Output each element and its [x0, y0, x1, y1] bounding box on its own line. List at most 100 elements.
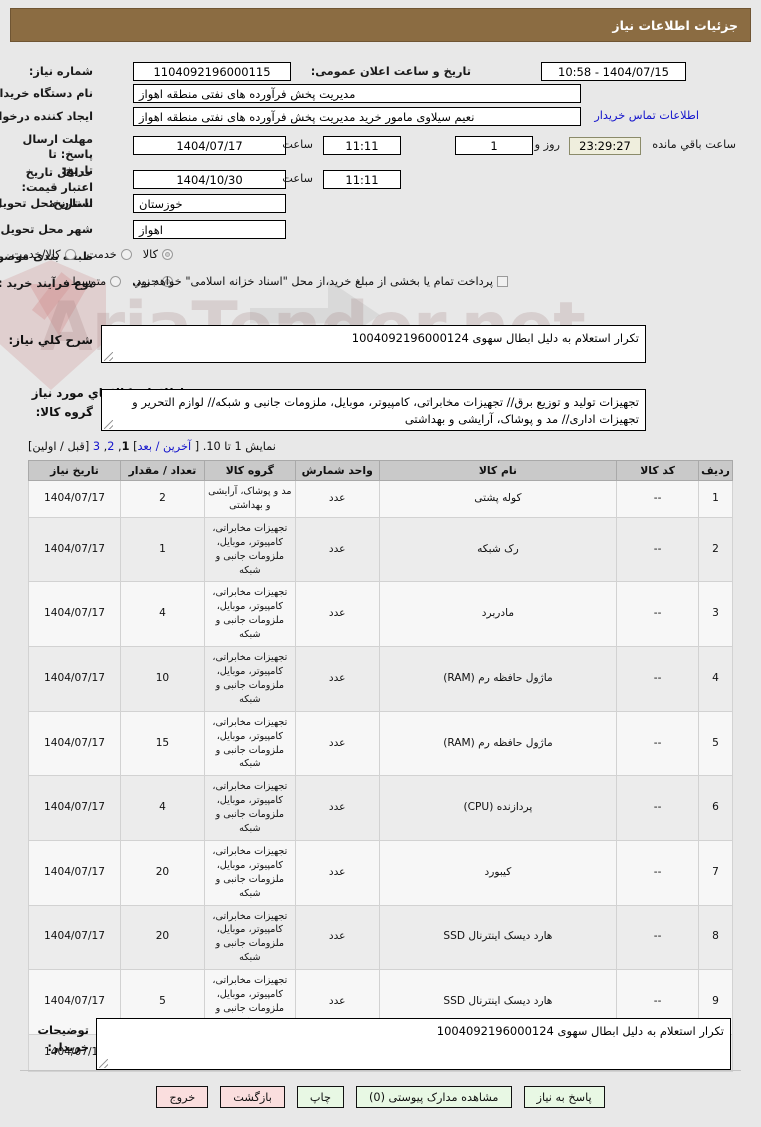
buyer-note-textarea[interactable]: تکرار استعلام به دلیل ابطال سهوی 1004092…: [96, 1018, 731, 1070]
goods-group-textarea[interactable]: تجهیزات تولید و توزیع برق// تجهیزات مخاب…: [101, 389, 646, 431]
cell-group: تجهیزات مخابراتی، کامپیوتر، موبایل، ملزو…: [203, 904, 296, 971]
view-attachments-button[interactable]: مشاهده مدارک پیوستی (0): [355, 1086, 512, 1108]
cell-qty: 20: [120, 839, 205, 906]
pagination-page-3[interactable]: 3: [92, 440, 101, 453]
radio-category-khedmat[interactable]: [120, 249, 132, 260]
validity-date-field[interactable]: 1404/10/30: [133, 170, 286, 189]
th-group: گروه کالا: [203, 460, 296, 481]
cell-name: ماژول حافظه رم (RAM): [378, 710, 618, 777]
th-code: کد کالا: [616, 460, 700, 481]
treasury-note-wrap: پرداخت تمام یا بخشی از مبلغ خرید،از محل …: [125, 275, 511, 288]
th-unit: واحد شمارش: [294, 460, 380, 481]
process-label-wrap: نوع فرآیند خرید :: [0, 276, 93, 291]
deadline-date-field[interactable]: 1404/07/17: [133, 136, 286, 155]
creator-label: ایجاد کننده درخواست:: [0, 110, 93, 123]
creator-label-wrap: ایجاد کننده درخواست:: [0, 109, 93, 124]
cell-index: 5: [698, 710, 733, 777]
radio-process-jozi[interactable]: [162, 276, 173, 287]
print-button[interactable]: چاپ: [296, 1086, 344, 1108]
radio-category-khedmat-label: خدمت: [86, 248, 117, 261]
cell-group: مد و پوشاک، آرایشی و بهداشتی: [203, 480, 296, 518]
city-label: شهر محل تحویل:: [0, 223, 93, 236]
description-textarea[interactable]: تکرار استعلام به دلیل ابطال سهوی 1004092…: [101, 325, 646, 363]
bracket-close-2: ]: [28, 440, 33, 453]
th-qty: تعداد / مقدار: [120, 460, 205, 481]
city-label-wrap: شهر محل تحویل:: [0, 222, 93, 237]
cell-index: 2: [698, 516, 733, 583]
goods-group-text: تجهیزات تولید و توزیع برق// تجهیزات مخاب…: [128, 395, 639, 427]
table-row: 5 -- ماژول حافظه رم (RAM) عدد تجهیزات مخابرا…: [28, 710, 733, 777]
treasury-checkbox[interactable]: [497, 276, 508, 287]
cell-code: --: [616, 516, 700, 583]
cell-unit: عدد: [294, 646, 380, 712]
table-row: 4 -- ماژول حافظه رم (RAM) عدد تجهیزات مخابرا…: [28, 646, 733, 712]
cell-group: تجهیزات مخابراتی، کامپیوتر، موبایل، ملزو…: [203, 646, 296, 712]
cell-qty: 10: [120, 646, 205, 712]
cell-name: پردازنده (CPU): [378, 775, 618, 841]
remaining-label: ساعت باقي مانده: [652, 138, 736, 151]
validity-time-field[interactable]: 11:11: [323, 170, 401, 189]
deadline-days-field[interactable]: 1: [455, 136, 533, 155]
exit-button[interactable]: خروج: [156, 1086, 209, 1108]
deadline-time-field[interactable]: 11:11: [323, 136, 401, 155]
respond-to-need-button[interactable]: پاسخ به نیاز: [523, 1086, 605, 1108]
cell-index: 6: [698, 775, 733, 841]
resize-grip-icon[interactable]: [104, 420, 113, 429]
radio-process-jozi-label: جزیي: [132, 275, 158, 288]
radio-process-motavaset-label: متوسط: [70, 275, 107, 288]
buyer-org-label-wrap: نام دستگاه خریدار:: [0, 86, 93, 101]
cell-date: 1404/07/17: [28, 775, 121, 841]
table-row: 6 -- پردازنده (CPU) عدد تجهیزات مخابراتی، کا…: [28, 775, 733, 841]
resize-grip-icon[interactable]: [99, 1059, 108, 1068]
buyer-contact-link[interactable]: اطلاعات تماس خریدار: [594, 109, 699, 122]
pagination-page-2[interactable]: 2: [107, 440, 115, 453]
days-label: روز و: [534, 138, 560, 151]
buyer-org-label: نام دستگاه خریدار:: [0, 87, 93, 100]
description-text: تکرار استعلام به دلیل ابطال سهوی 1004092…: [351, 331, 639, 345]
table-row: 7 -- کیبورد عدد تجهیزات مخابراتی، کامپیوتر، …: [28, 839, 733, 906]
cell-group: تجهیزات مخابراتی، کامپیوتر، موبایل، ملزو…: [203, 710, 296, 777]
buyer-note-label: توضیحات خریدار:: [37, 1023, 90, 1055]
cell-index: 7: [698, 839, 733, 906]
resize-grip-icon[interactable]: [104, 352, 113, 361]
cell-unit: عدد: [294, 775, 380, 841]
description-label: شرح کلي نیاز:: [8, 333, 93, 347]
cell-unit: عدد: [294, 839, 380, 906]
table-row: 8 -- هارد دیسک اینترنال SSD عدد تجهیزات مخاب…: [28, 904, 733, 971]
pagination-prev-first[interactable]: قبل / اولین: [32, 440, 85, 453]
buyer-org-field[interactable]: مدیریت پخش فرآورده های نفتی منطقه اهواز: [133, 84, 581, 103]
back-button[interactable]: بازگشت: [220, 1086, 285, 1108]
deadline-label: مهلت ارسال پاسخ: تا تاریخ:: [22, 133, 93, 177]
cell-code: --: [616, 581, 700, 648]
radio-category-kala[interactable]: [162, 249, 173, 260]
cell-name: مادربرد: [378, 581, 618, 648]
cell-code: --: [616, 775, 700, 841]
cell-date: 1404/07/17: [28, 516, 121, 583]
radio-category-kala-khedmat[interactable]: [64, 249, 76, 260]
pagination-page-1[interactable]: 1: [121, 440, 130, 453]
cell-code: --: [616, 839, 700, 906]
cell-name: ماژول حافظه رم (RAM): [378, 646, 618, 712]
cell-code: --: [616, 480, 700, 518]
announce-label-wrap: تاریخ و ساعت اعلان عمومی:: [311, 64, 471, 79]
pagination-last-next[interactable]: آخرین / بعد: [137, 440, 192, 453]
cell-code: --: [616, 710, 700, 777]
radio-process-motavaset[interactable]: [110, 276, 122, 287]
cell-date: 1404/07/17: [28, 581, 121, 648]
city-field[interactable]: اهواز: [133, 220, 286, 239]
validity-hour-label: ساعت: [282, 172, 313, 185]
buyer-note-text: تکرار استعلام به دلیل ابطال سهوی 1004092…: [436, 1024, 724, 1038]
cell-name: کیبورد: [378, 839, 618, 906]
pagination-showing: نمایش 1 تا 10.: [202, 440, 276, 453]
cell-code: --: [616, 646, 700, 712]
goods-table: ردیف کد کالا نام کالا واحد شمارش گروه کا…: [28, 460, 733, 1072]
footer-divider: [20, 1070, 741, 1071]
cell-qty: 2: [120, 480, 205, 518]
th-name: نام کالا: [378, 460, 618, 481]
creator-field[interactable]: نعیم سیلاوی مامور خرید مدیریت پخش فرآورد…: [133, 107, 581, 126]
province-field[interactable]: خوزستان: [133, 194, 286, 213]
announce-date-field[interactable]: 1404/07/15 - 10:58: [541, 62, 686, 81]
need-number-field[interactable]: 1104092196000115: [133, 62, 291, 81]
cell-qty: 4: [120, 581, 205, 648]
cell-unit: عدد: [294, 581, 380, 648]
